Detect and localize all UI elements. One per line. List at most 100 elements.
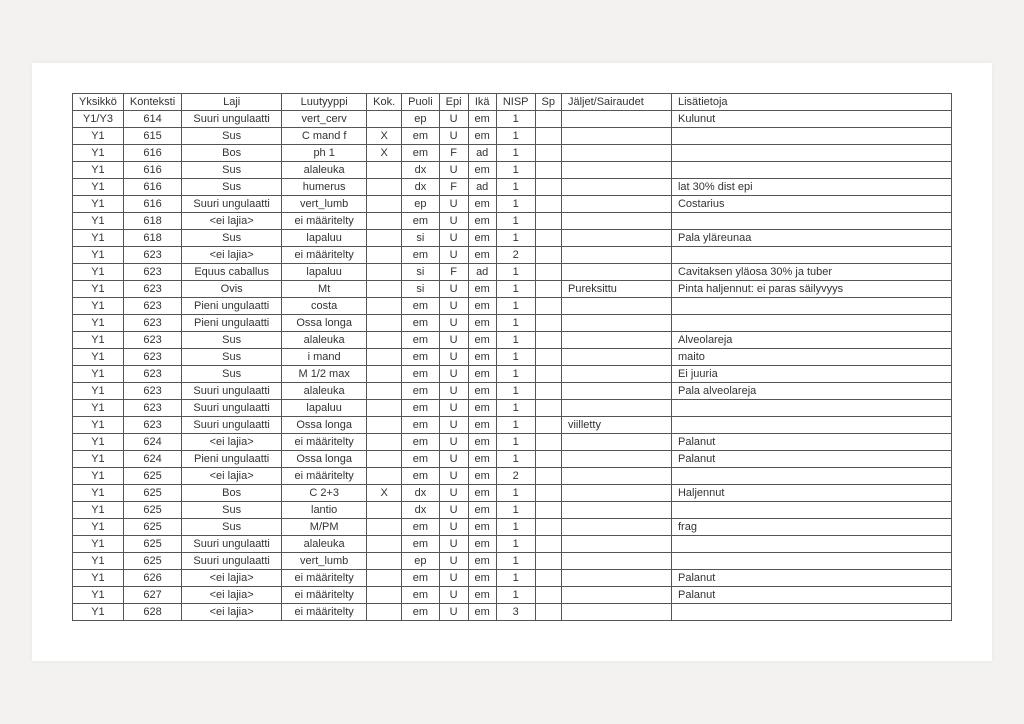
cell-laji: <ei lajia> [182, 570, 282, 587]
cell-puo: em [402, 145, 439, 162]
cell-jal [561, 604, 671, 621]
cell-laji: Equus caballus [182, 264, 282, 281]
cell-lis: Ei juuria [671, 366, 951, 383]
table-row: Y1623SusalaleukaemUem1Alveolareja [73, 332, 952, 349]
cell-yks: Y1 [73, 230, 124, 247]
cell-yks: Y1 [73, 128, 124, 145]
cell-sp [535, 502, 561, 519]
table-row: Y1623Suuri ungulaattiOssa longaemUem1vii… [73, 417, 952, 434]
cell-epi: U [439, 553, 468, 570]
cell-sp [535, 587, 561, 604]
cell-kon: 623 [123, 281, 181, 298]
cell-laji: Sus [182, 366, 282, 383]
cell-nisp: 1 [496, 400, 535, 417]
cell-jal [561, 179, 671, 196]
cell-ika: em [468, 553, 496, 570]
cell-epi: U [439, 366, 468, 383]
cell-kok [367, 230, 402, 247]
cell-puo: ep [402, 111, 439, 128]
cell-laji: Sus [182, 332, 282, 349]
cell-luu: lapaluu [282, 264, 367, 281]
cell-kok: X [367, 485, 402, 502]
cell-epi: U [439, 349, 468, 366]
cell-kon: 616 [123, 179, 181, 196]
cell-laji: Sus [182, 502, 282, 519]
cell-ika: em [468, 281, 496, 298]
table-row: Y1625Suuri ungulaattivert_lumbepUem1 [73, 553, 952, 570]
cell-sp [535, 451, 561, 468]
cell-kok [367, 400, 402, 417]
cell-luu: ei määritelty [282, 604, 367, 621]
cell-nisp: 1 [496, 332, 535, 349]
cell-sp [535, 570, 561, 587]
cell-yks: Y1 [73, 281, 124, 298]
cell-laji: Bos [182, 145, 282, 162]
cell-nisp: 1 [496, 570, 535, 587]
cell-nisp: 1 [496, 196, 535, 213]
cell-kon: 618 [123, 213, 181, 230]
cell-kok [367, 281, 402, 298]
cell-jal [561, 383, 671, 400]
cell-yks: Y1 [73, 264, 124, 281]
cell-puo: em [402, 400, 439, 417]
cell-luu: vert_lumb [282, 196, 367, 213]
cell-kon: 627 [123, 587, 181, 604]
cell-lis: Kulunut [671, 111, 951, 128]
cell-kok [367, 247, 402, 264]
cell-sp [535, 536, 561, 553]
table-row: Y1616Suuri ungulaattivert_lumbepUem1Cost… [73, 196, 952, 213]
cell-kok [367, 196, 402, 213]
cell-luu: humerus [282, 179, 367, 196]
cell-kon: 614 [123, 111, 181, 128]
cell-lis: Pala yläreunaa [671, 230, 951, 247]
cell-kok [367, 536, 402, 553]
cell-laji: Bos [182, 485, 282, 502]
cell-laji: Suuri ungulaatti [182, 383, 282, 400]
cell-puo: si [402, 230, 439, 247]
cell-jal [561, 230, 671, 247]
cell-luu: alaleuka [282, 332, 367, 349]
cell-kon: 623 [123, 366, 181, 383]
cell-epi: U [439, 587, 468, 604]
cell-ika: em [468, 604, 496, 621]
cell-epi: U [439, 247, 468, 264]
cell-nisp: 1 [496, 553, 535, 570]
cell-kok [367, 570, 402, 587]
cell-epi: U [439, 128, 468, 145]
cell-puo: em [402, 570, 439, 587]
cell-yks: Y1 [73, 485, 124, 502]
cell-lis: maito [671, 349, 951, 366]
cell-kon: 623 [123, 315, 181, 332]
cell-luu: ei määritelty [282, 570, 367, 587]
cell-yks: Y1 [73, 587, 124, 604]
cell-kon: 624 [123, 451, 181, 468]
cell-nisp: 1 [496, 417, 535, 434]
cell-lis: Haljennut [671, 485, 951, 502]
cell-yks: Y1 [73, 536, 124, 553]
cell-jal [561, 366, 671, 383]
cell-epi: U [439, 502, 468, 519]
cell-kon: 625 [123, 519, 181, 536]
cell-ika: em [468, 128, 496, 145]
cell-nisp: 1 [496, 111, 535, 128]
cell-ika: ad [468, 145, 496, 162]
cell-epi: U [439, 451, 468, 468]
cell-yks: Y1 [73, 179, 124, 196]
cell-kok [367, 366, 402, 383]
cell-sp [535, 485, 561, 502]
cell-puo: dx [402, 502, 439, 519]
cell-kok [367, 298, 402, 315]
cell-kon: 628 [123, 604, 181, 621]
cell-jal [561, 434, 671, 451]
cell-epi: U [439, 111, 468, 128]
cell-puo: dx [402, 162, 439, 179]
cell-ika: em [468, 570, 496, 587]
cell-lis: Alveolareja [671, 332, 951, 349]
cell-nisp: 1 [496, 485, 535, 502]
cell-luu: ei määritelty [282, 468, 367, 485]
table-row: Y1623SusM 1/2 maxemUem1Ei juuria [73, 366, 952, 383]
col-sp: Sp [535, 94, 561, 111]
cell-kon: 615 [123, 128, 181, 145]
cell-jal [561, 213, 671, 230]
cell-ika: em [468, 536, 496, 553]
